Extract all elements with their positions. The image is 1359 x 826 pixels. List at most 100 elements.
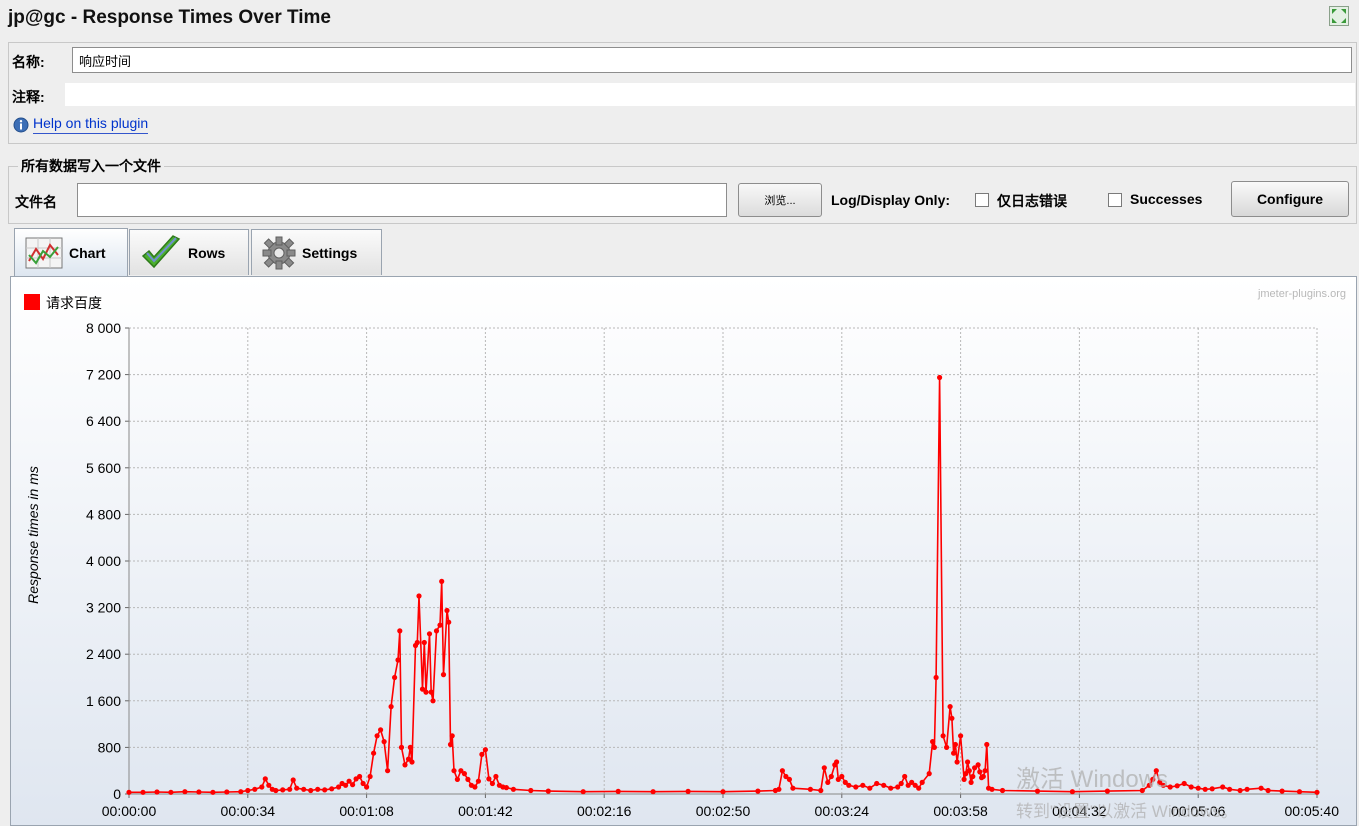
successes-checkbox[interactable] (1108, 193, 1122, 207)
data-point (926, 771, 932, 777)
data-point (472, 784, 478, 790)
data-point (437, 622, 443, 628)
data-point (262, 776, 268, 782)
data-point (944, 744, 950, 750)
data-point (360, 780, 366, 787)
y-tick-label: 0 (113, 786, 121, 802)
tab-rows[interactable]: Rows (129, 229, 249, 275)
filename-label: 文件名 (15, 194, 57, 210)
data-point (776, 786, 782, 792)
data-point (615, 788, 621, 794)
data-point (1195, 785, 1201, 791)
data-point (426, 631, 433, 637)
data-point (343, 782, 349, 788)
data-point (489, 780, 495, 787)
data-point (378, 727, 384, 733)
data-point (846, 782, 852, 788)
legend-label: 请求百度 (46, 295, 102, 311)
gear-icon (262, 236, 296, 269)
filename-input[interactable] (77, 183, 727, 217)
data-point (397, 628, 403, 634)
data-point (493, 773, 499, 780)
data-point (977, 769, 983, 775)
window-title: jp@gc - Response Times Over Time (8, 7, 331, 28)
response-times-chart: 0 800 1 600 2 400 3 200 4 000 4 800 5 600 6 400 7… (11, 277, 1356, 825)
data-point (1188, 784, 1194, 790)
errors-only-checkbox[interactable] (975, 193, 989, 207)
data-point (919, 779, 925, 785)
tab-settings[interactable]: Settings (251, 229, 382, 275)
data-point (1167, 784, 1173, 790)
data-point (786, 776, 793, 782)
data-point (245, 787, 251, 794)
data-point (458, 768, 464, 774)
data-point (1160, 782, 1166, 788)
x-tick-label: 00:03:24 (815, 803, 870, 819)
data-point (888, 785, 894, 791)
data-point (336, 784, 342, 790)
tab-chart[interactable]: Chart (14, 228, 128, 276)
data-point (963, 771, 969, 777)
data-point (266, 782, 272, 788)
data-point (954, 759, 960, 765)
data-point (433, 628, 440, 634)
x-tick-label: 00:01:08 (339, 803, 394, 819)
data-point (482, 747, 488, 753)
data-point (580, 789, 586, 795)
x-tick-label: 00:03:58 (933, 803, 988, 819)
y-tick-label: 7 200 (86, 367, 121, 383)
data-point (1227, 786, 1233, 792)
data-point (842, 779, 848, 785)
series-layer (126, 374, 1320, 795)
data-point (1279, 788, 1285, 794)
data-point (364, 784, 370, 790)
data-point (388, 704, 394, 710)
errors-only-label: 仅日志错误 (997, 193, 1067, 209)
data-point (294, 785, 300, 791)
data-point (414, 639, 420, 646)
data-point (881, 782, 887, 788)
data-point (350, 782, 356, 788)
browse-button[interactable]: 浏览... (738, 183, 822, 217)
data-point (999, 787, 1006, 794)
y-tick-label: 3 200 (86, 600, 121, 616)
data-point (454, 776, 460, 782)
help-link[interactable]: Help on this plugin (13, 115, 149, 134)
configure-button[interactable]: Configure (1231, 181, 1349, 217)
data-point (402, 762, 408, 768)
data-point (367, 773, 373, 780)
data-point (421, 639, 427, 646)
data-point (949, 715, 955, 721)
comment-label: 注释: (12, 89, 45, 105)
y-axis-title: Response times in ms (25, 466, 41, 604)
data-point (1174, 783, 1180, 789)
data-point (280, 787, 286, 793)
data-point (860, 782, 866, 788)
activation-watermark-title: 激活 Windows (1016, 766, 1168, 793)
data-point (853, 784, 859, 790)
x-tick-label: 00:01:42 (458, 803, 513, 819)
data-point (1265, 787, 1271, 794)
help-link-text[interactable]: Help on this plugin (33, 115, 149, 134)
tab-rows-label: Rows (188, 244, 226, 261)
data-point (966, 768, 972, 774)
comment-field[interactable] (65, 83, 1355, 106)
data-point (392, 674, 398, 681)
data-point (821, 765, 827, 771)
x-tick-label: 00:00:00 (102, 803, 157, 819)
data-point (407, 744, 413, 750)
name-input[interactable] (72, 47, 1352, 73)
tab-settings-label: Settings (302, 244, 358, 261)
expand-arrows-icon[interactable] (1329, 6, 1349, 26)
data-point (779, 768, 786, 774)
data-point (290, 777, 296, 783)
log-display-only-label: Log/Display Only: (831, 192, 951, 208)
data-point (287, 786, 293, 792)
data-point (545, 788, 551, 794)
data-point (140, 789, 146, 795)
data-point (301, 786, 307, 792)
data-point (259, 784, 265, 790)
data-point (931, 744, 938, 750)
data-point (440, 672, 447, 678)
data-point (975, 762, 981, 768)
